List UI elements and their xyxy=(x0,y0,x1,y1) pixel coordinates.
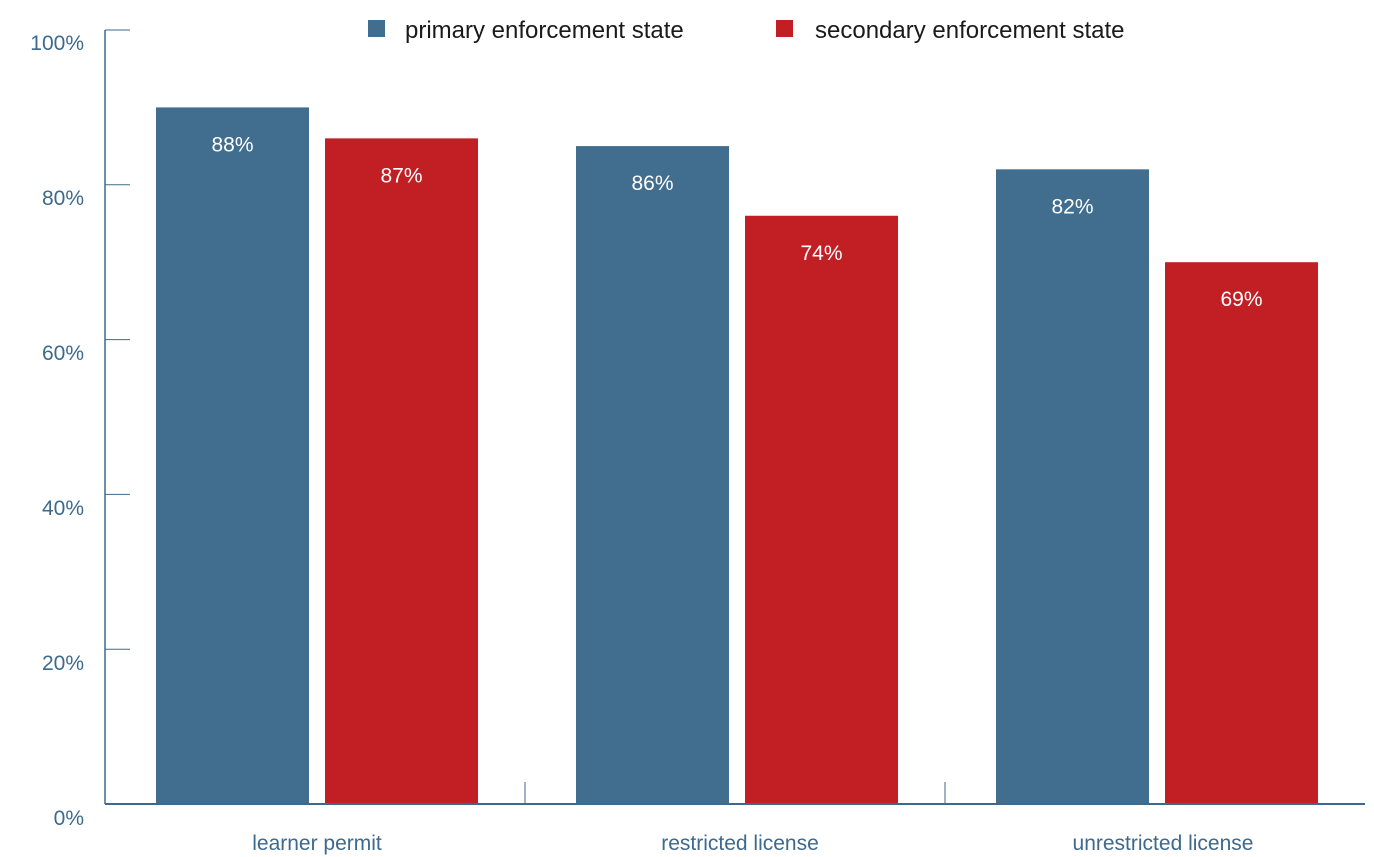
x-category-label: restricted license xyxy=(661,832,819,855)
bar-secondary-1 xyxy=(745,215,898,804)
bar-secondary-0 xyxy=(325,138,478,805)
y-tick-label: 100% xyxy=(30,32,84,55)
data-label-secondary-2: 69% xyxy=(1220,288,1262,311)
x-axis-labels: learner permit restricted license unrest… xyxy=(252,832,1253,855)
y-axis-ticks: 0% 20% 40% 60% 80% 100% xyxy=(30,32,84,830)
legend-label-primary: primary enforcement state xyxy=(405,17,684,44)
legend: primary enforcement state secondary enfo… xyxy=(368,17,1125,44)
x-category-label: learner permit xyxy=(252,832,382,855)
data-label-primary-0: 88% xyxy=(211,133,253,156)
data-label-secondary-0: 87% xyxy=(380,164,422,187)
legend-swatch-primary xyxy=(368,20,385,37)
bars xyxy=(156,107,1318,805)
legend-label-secondary: secondary enforcement state xyxy=(815,17,1125,44)
data-label-primary-2: 82% xyxy=(1051,195,1093,218)
bar-primary-1 xyxy=(576,146,729,805)
y-tick-label: 20% xyxy=(42,652,84,675)
legend-swatch-secondary xyxy=(776,20,793,37)
data-label-primary-1: 86% xyxy=(631,172,673,195)
y-tick-label: 60% xyxy=(42,342,84,365)
x-category-label: unrestricted license xyxy=(1073,832,1254,855)
data-labels: 88% 87% 86% 74% 82% 69% xyxy=(211,133,1262,311)
axes xyxy=(104,29,1365,805)
y-tick-label: 0% xyxy=(54,807,84,830)
y-tick-label: 80% xyxy=(42,187,84,210)
bar-secondary-2 xyxy=(1165,262,1318,804)
data-label-secondary-1: 74% xyxy=(800,242,842,265)
bar-primary-2 xyxy=(996,169,1149,804)
bar-primary-0 xyxy=(156,107,309,804)
y-tick-label: 40% xyxy=(42,497,84,520)
